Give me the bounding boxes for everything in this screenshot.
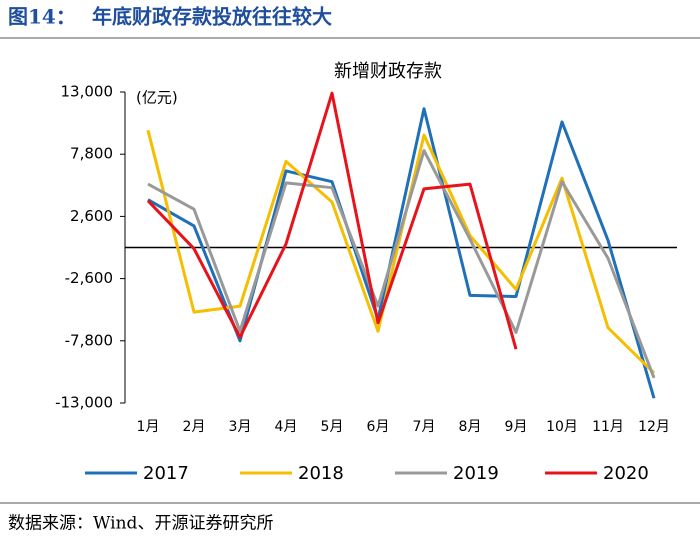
x-tick-label: 7月 (413, 419, 436, 435)
x-tick-label: 8月 (459, 419, 482, 435)
series-line (146, 91, 518, 350)
y-tick-label: -13,000 (55, 394, 113, 412)
x-tick-label: 6月 (367, 419, 390, 435)
x-tick-label: 3月 (229, 419, 252, 435)
legend-label: 2017 (143, 463, 189, 484)
x-tick-label: 9月 (505, 419, 528, 435)
source: 数据来源：Wind、开源证券研究所 (8, 514, 273, 534)
x-tick-label: 4月 (275, 419, 298, 435)
legend-label: 2018 (298, 463, 344, 484)
series-line (147, 149, 656, 379)
figure-number: 图14： (8, 5, 76, 29)
x-tick-label: 5月 (321, 419, 344, 435)
x-tick-label: 11月 (592, 419, 624, 435)
chart-title: 新增财政存款 (334, 61, 442, 82)
x-tick-label: 12月 (638, 419, 670, 435)
legend-label: 2020 (603, 463, 649, 484)
y-tick-label: 2,600 (70, 207, 113, 225)
x-tick-label: 1月 (137, 419, 160, 435)
x-tick-label: 10月 (546, 419, 578, 435)
y-tick-label: 7,800 (70, 145, 113, 163)
x-tick-label: 2月 (183, 419, 206, 435)
y-tick-label: -7,800 (65, 331, 113, 349)
y-tick-label: -2,600 (65, 269, 113, 287)
y-tick-label: 13,000 (61, 83, 114, 101)
figure-title: 年底财政存款投放往往较大 (92, 5, 332, 29)
legend-label: 2019 (453, 463, 499, 484)
y-unit: (亿元) (136, 89, 178, 107)
